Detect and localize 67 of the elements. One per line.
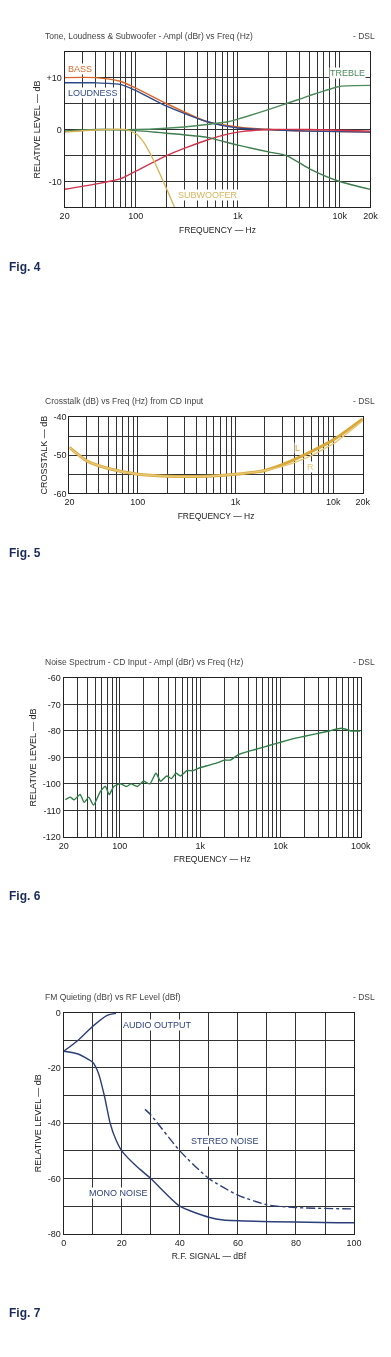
- y-tick-label: -60: [47, 673, 61, 684]
- y-axis-title: RELATIVE LEVEL — dB: [33, 1074, 44, 1173]
- x-tick-label: 40: [174, 1237, 185, 1248]
- y-tick-label: 0: [56, 124, 62, 135]
- text: - DSL: [353, 31, 375, 41]
- series-label: BASS: [68, 64, 93, 74]
- chart-title: Tone, Loudness & Subwoofer - Ampl (dBr) vs Freq (Hz): [45, 31, 254, 41]
- x-tick-label: 1k: [233, 211, 244, 222]
- x-tick-label: 1k: [195, 840, 206, 851]
- x-tick-label: 60: [232, 1237, 243, 1248]
- caption: Fig. 5: [9, 546, 41, 560]
- x-tick-label: 20: [58, 840, 69, 851]
- caption: Fig. 7: [9, 1306, 41, 1320]
- y-axis-title: RELATIVE LEVEL — dB: [28, 708, 39, 807]
- y-tick-label: -120: [42, 831, 61, 842]
- y-tick-label: -60: [53, 488, 67, 499]
- chart-title: Noise Spectrum - CD Input - Ampl (dBr) vs Freq (Hz): [45, 657, 244, 667]
- series-label: SUBWOOFER: [178, 190, 238, 200]
- text: - DSL: [353, 992, 375, 1002]
- y-tick-label: -90: [47, 752, 61, 763]
- x-tick-label: 100: [346, 1237, 362, 1248]
- series-label: AUDIO OUTPUT: [123, 1020, 192, 1030]
- x-axis-title: FREQUENCY — Hz: [177, 510, 255, 521]
- series-label: MONO NOISE: [89, 1188, 148, 1198]
- x-tick-label: 20k: [363, 211, 379, 222]
- series-label: STEREO NOISE: [191, 1136, 259, 1146]
- x-tick-label: 100: [128, 211, 144, 222]
- x-tick-label: 20: [59, 211, 70, 222]
- x-tick-label: 1k: [230, 497, 241, 508]
- text: - DSL: [353, 657, 375, 667]
- x-axis-title: FREQUENCY — Hz: [179, 224, 256, 235]
- x-axis-title: R.F. SIGNAL — dBf: [171, 1251, 247, 1262]
- y-tick-label: -70: [47, 699, 61, 710]
- series-label: R: [307, 462, 314, 472]
- x-tick-label: 20: [116, 1237, 127, 1248]
- y-tick-label: -110: [43, 805, 61, 816]
- x-tick-label: 10k: [332, 211, 348, 222]
- y-tick-label: -50: [53, 450, 67, 461]
- series-label: TREBLE: [330, 68, 366, 78]
- x-tick-label: 100: [112, 840, 128, 851]
- y-tick-label: -80: [47, 1229, 61, 1240]
- chart-title: Crosstalk (dB) vs Freq (Hz) from CD Input: [45, 396, 204, 406]
- y-tick-label: -60: [47, 1173, 61, 1184]
- x-tick-label: 20: [64, 497, 75, 508]
- series-label: L: [295, 443, 301, 453]
- series-label: LOUDNESS: [68, 88, 118, 98]
- y-axis-title: CROSSTALK — dB: [38, 415, 49, 495]
- chart-title: FM Quieting (dBr) vs RF Level (dBf): [45, 992, 181, 1002]
- y-tick-label: -100: [42, 779, 61, 790]
- y-tick-label: -20: [47, 1063, 61, 1074]
- caption: Fig. 4: [9, 260, 41, 274]
- caption: Fig. 6: [9, 889, 41, 903]
- x-tick-label: 100: [130, 497, 146, 508]
- x-tick-label: 10k: [273, 840, 289, 851]
- y-tick-label: -10: [48, 176, 62, 187]
- y-tick-label: -40: [53, 412, 67, 423]
- x-axis-title: FREQUENCY — Hz: [173, 854, 251, 865]
- x-tick-label: 20k: [355, 497, 371, 508]
- x-tick-label: 100k: [351, 840, 372, 851]
- text: - DSL: [353, 396, 375, 406]
- y-axis-title: RELATIVE LEVEL — dB: [31, 80, 42, 179]
- y-tick-label: 0: [55, 1007, 61, 1018]
- x-tick-label: 10k: [326, 497, 342, 508]
- x-tick-label: 80: [290, 1237, 301, 1248]
- y-tick-label: -80: [47, 726, 61, 737]
- y-tick-label: -40: [47, 1118, 61, 1129]
- y-tick-label: +10: [46, 72, 62, 83]
